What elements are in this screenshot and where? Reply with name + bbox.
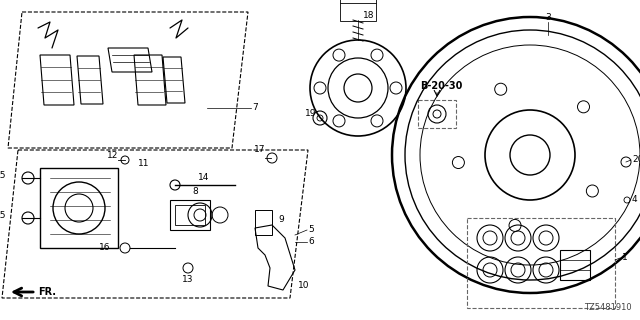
Text: FR.: FR. xyxy=(38,287,56,297)
Text: 15: 15 xyxy=(0,211,6,220)
Text: 18: 18 xyxy=(363,12,374,20)
Text: 6: 6 xyxy=(308,237,314,246)
Text: B-20-30: B-20-30 xyxy=(420,81,462,91)
Text: 9: 9 xyxy=(278,215,284,225)
Text: 7: 7 xyxy=(252,103,258,113)
Text: 16: 16 xyxy=(99,244,110,252)
Bar xyxy=(418,100,456,128)
Text: 5: 5 xyxy=(308,226,314,235)
Text: 17: 17 xyxy=(253,146,265,155)
Text: 11: 11 xyxy=(138,158,150,167)
Bar xyxy=(175,205,205,225)
Text: 12: 12 xyxy=(107,150,118,159)
Text: 3: 3 xyxy=(545,13,551,22)
Bar xyxy=(340,3,376,21)
Bar xyxy=(170,200,210,230)
Text: 13: 13 xyxy=(182,276,194,284)
Text: 20: 20 xyxy=(632,156,640,164)
Bar xyxy=(467,218,615,308)
Bar xyxy=(560,250,590,280)
Text: 8: 8 xyxy=(192,188,198,196)
Text: TZ5481910: TZ5481910 xyxy=(584,303,632,312)
Text: 4: 4 xyxy=(632,196,637,204)
Text: 10: 10 xyxy=(298,281,310,290)
Text: 14: 14 xyxy=(198,173,209,182)
Text: 19: 19 xyxy=(305,108,316,117)
Text: 15: 15 xyxy=(0,171,6,180)
Text: 1: 1 xyxy=(622,253,628,262)
